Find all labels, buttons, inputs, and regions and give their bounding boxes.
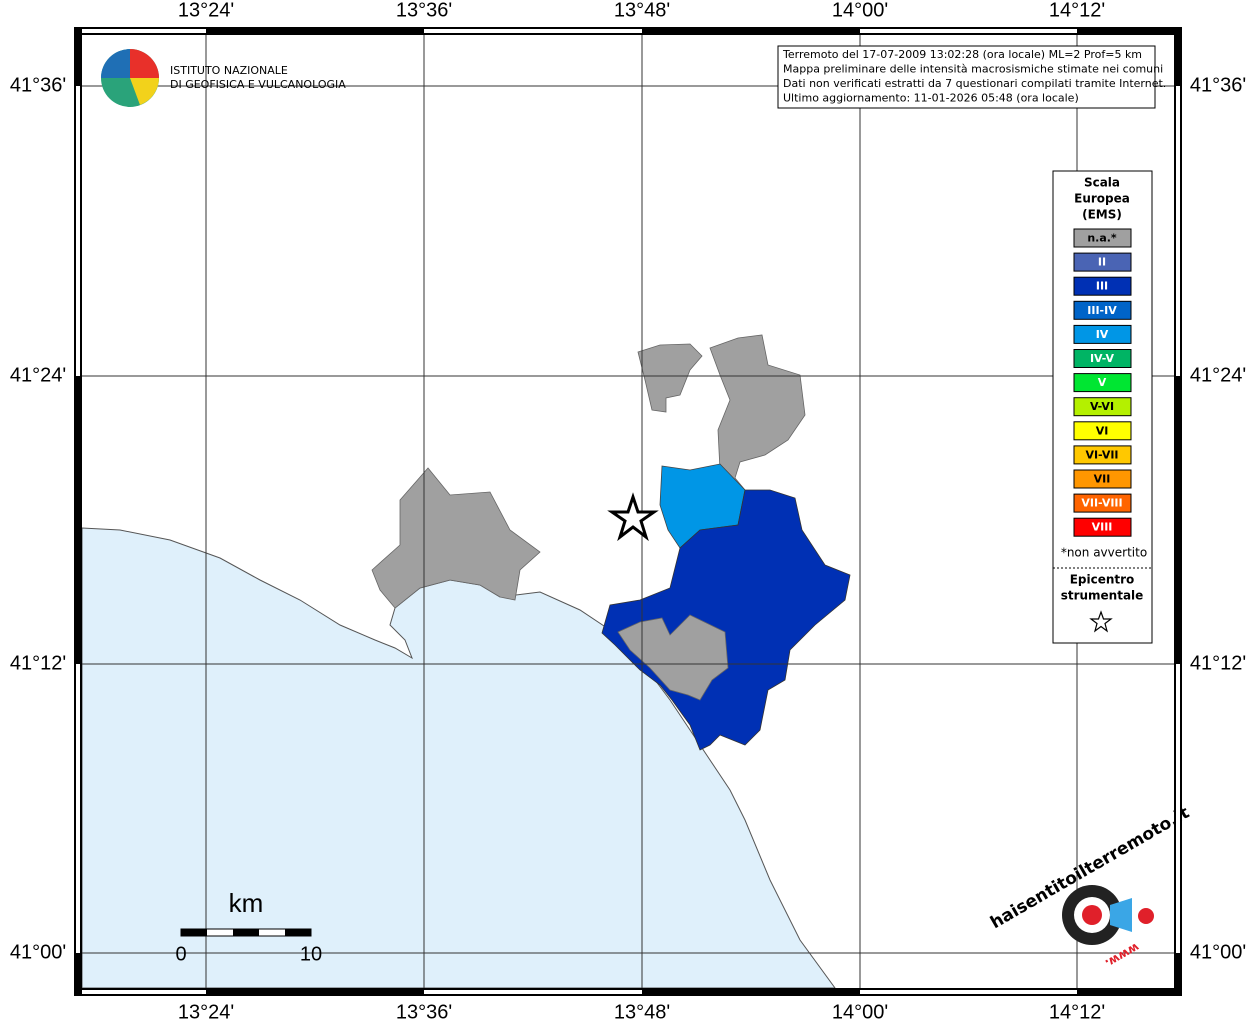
info-line: Ultimo aggiornamento: 11-01-2026 05:48 (…: [783, 92, 1079, 105]
legend-epicenter: Epicentro: [1070, 573, 1135, 587]
legend-swatch: [1073, 493, 1132, 513]
region: [617, 614, 729, 701]
lon-label: 13°36': [396, 0, 452, 21]
legend-swatch: [1073, 373, 1132, 393]
lat-label: 41°00': [10, 941, 66, 963]
legend-swatch: [1073, 300, 1132, 320]
lon-label: 13°48': [614, 1001, 670, 1023]
lat-label: 41°12': [10, 652, 66, 674]
legend-label: IV: [1096, 328, 1109, 341]
logo: ISTITUTO NAZIONALE DI GEOFISICA E VULCAN…: [101, 49, 346, 107]
watermark-speaker: [1110, 898, 1132, 932]
logo-globe: [101, 49, 130, 78]
lat-label: 41°36': [1190, 74, 1246, 96]
lon-label: 13°24': [178, 0, 234, 21]
lon-label: 14°00': [832, 1001, 888, 1023]
scale-unit: km: [229, 888, 264, 918]
info-line: Mappa preliminare delle intensità macros…: [783, 63, 1163, 76]
legend-label: VI: [1096, 424, 1109, 437]
lon-label: 13°36': [396, 1001, 452, 1023]
logo-globe: [130, 78, 159, 105]
legend-star: [1089, 610, 1113, 633]
legend-title: Scala: [1084, 176, 1120, 190]
legend-label: IV-V: [1090, 352, 1115, 365]
lat-label: 41°00': [1190, 941, 1246, 963]
legend-label: III: [1096, 280, 1108, 293]
legend-swatch: [1073, 397, 1132, 417]
lat-label: 41°36': [10, 74, 66, 96]
legend-label: V: [1098, 376, 1107, 389]
legend-label: III-IV: [1087, 304, 1117, 317]
legend-label: II: [1098, 256, 1106, 269]
legend-swatch: [1073, 349, 1132, 368]
scale-bar-segment: [285, 929, 311, 936]
logo-text: ISTITUTO NAZIONALE: [170, 64, 288, 77]
watermark-ring: [1082, 905, 1102, 925]
scale-label: 10: [300, 943, 322, 965]
info-line: Dati non verificati estratti da 7 questi…: [783, 77, 1166, 90]
legend-label: VII: [1094, 473, 1111, 486]
scale-bar-segment: [181, 929, 207, 936]
legend-swatch: [1073, 517, 1132, 537]
legend-note: *non avvertito: [1061, 546, 1147, 560]
legend-swatch: [1073, 445, 1132, 465]
scale-bar-segment: [233, 929, 259, 936]
legend-label: VIII: [1092, 521, 1113, 534]
region: [637, 343, 703, 413]
logo-text: DI GEOFISICA E VULCANOLOGIA: [170, 78, 346, 91]
legend-label: VII-VIII: [1081, 497, 1122, 510]
scale-label: 0: [175, 943, 186, 965]
lon-label: 14°12': [1049, 0, 1105, 21]
legend-swatch: [1073, 252, 1132, 272]
region: [601, 489, 851, 751]
info-line: Terremoto del 17-07-2009 13:02:28 (ora l…: [782, 48, 1142, 61]
epicenter: [607, 492, 659, 542]
lat-label: 41°24': [10, 364, 66, 386]
legend-title: (EMS): [1082, 208, 1122, 222]
lat-label: 41°12': [1190, 652, 1246, 674]
legend-title: Europea: [1074, 192, 1130, 206]
logo-globe: [130, 49, 159, 78]
legend-swatch: [1073, 324, 1132, 344]
legend-swatch: [1073, 276, 1132, 296]
lon-label: 14°12': [1049, 1001, 1105, 1023]
legend-label: V-VI: [1090, 400, 1114, 413]
lon-label: 13°48': [614, 0, 670, 21]
region: [371, 467, 541, 609]
scale-bar: km 0 10: [175, 888, 322, 965]
legend-swatch: [1073, 421, 1132, 441]
legend-epicenter: strumentale: [1061, 589, 1144, 603]
legend-label: n.a.*: [1087, 232, 1117, 245]
lat-label: 41°24': [1190, 364, 1246, 386]
legend-swatch: [1073, 228, 1132, 248]
info-box: [777, 45, 1156, 109]
watermark-dot: [1138, 908, 1154, 924]
region: [709, 334, 806, 491]
legend-swatch: [1073, 469, 1132, 489]
lon-label: 13°24': [178, 1001, 234, 1023]
legend-label: VI-VII: [1085, 448, 1118, 461]
lon-label: 14°00': [832, 0, 888, 21]
